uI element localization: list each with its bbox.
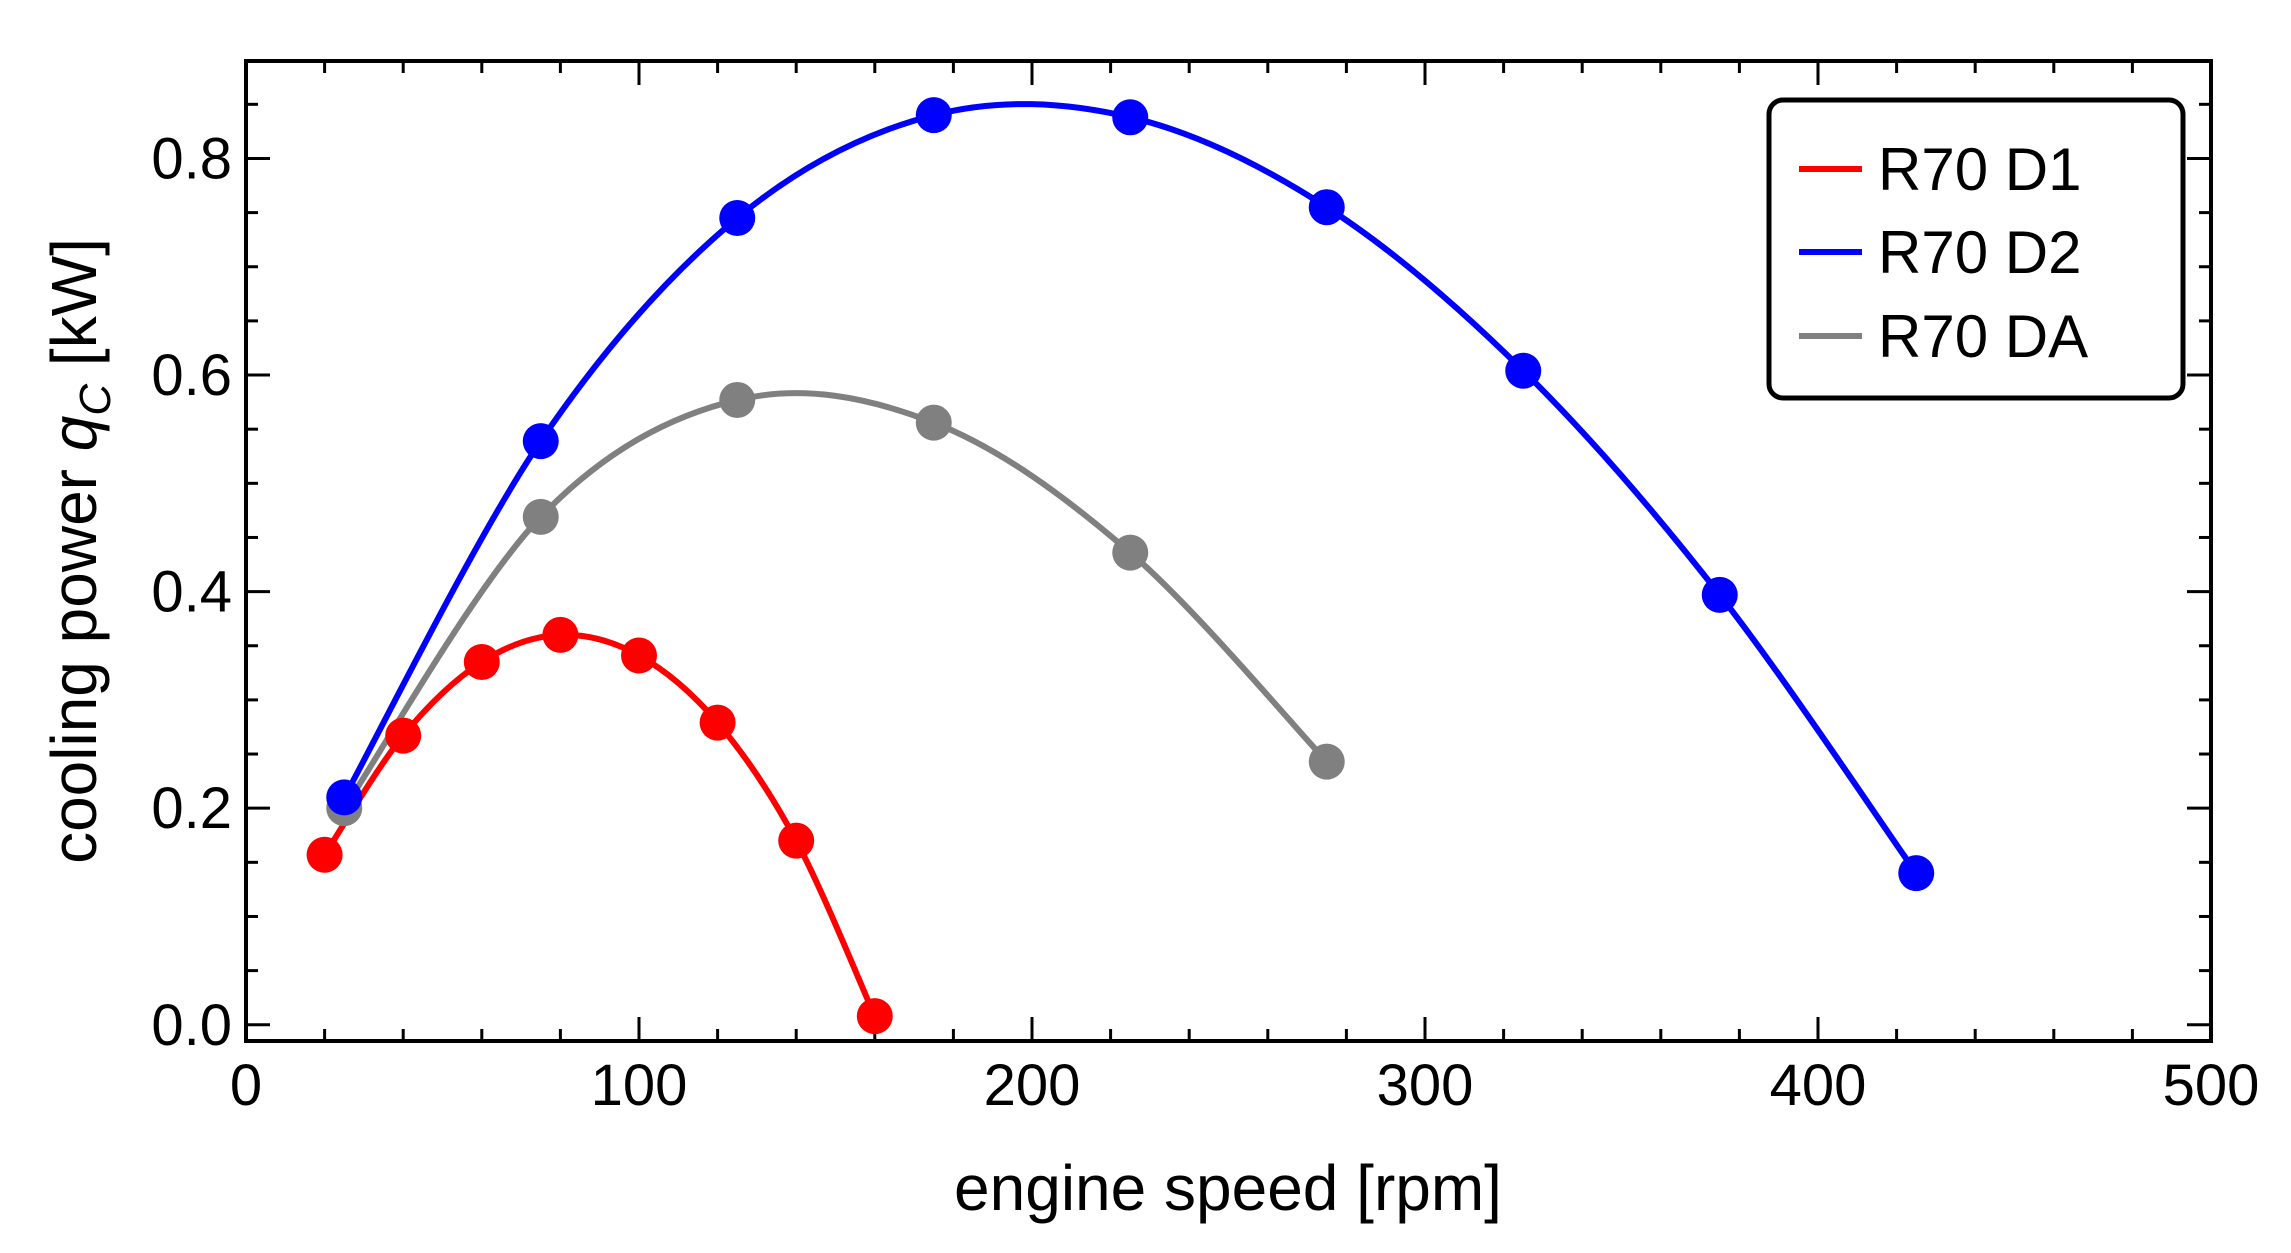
data-point-r70-d1: [699, 704, 736, 741]
y-tick-label: 0.8: [151, 126, 232, 191]
data-point-r70-da: [915, 404, 952, 441]
data-point-r70-d1: [385, 717, 422, 754]
data-point-r70-d2: [1701, 576, 1738, 613]
x-tick-label: 500: [2163, 1053, 2260, 1118]
data-point-r70-d1: [621, 637, 657, 674]
y-tick-label: 0.2: [151, 776, 232, 841]
y-tick-label: 0.6: [151, 343, 232, 408]
data-point-r70-da: [719, 381, 756, 418]
legend-label-r70-d2: R70 D2: [1878, 219, 2081, 286]
data-point-r70-d1: [542, 616, 579, 653]
x-tick-label: 400: [1770, 1053, 1867, 1118]
y-axis-title: cooling power qC [kW]: [38, 238, 120, 864]
data-point-r70-d1: [778, 822, 815, 859]
plot-frame: [244, 59, 2213, 1043]
data-point-r70-d2: [1112, 99, 1149, 136]
y-axis-title-subscript: C: [71, 383, 120, 416]
data-point-r70-d2: [326, 779, 363, 816]
data-point-r70-d1: [463, 643, 500, 680]
data-point-r70-da: [1112, 534, 1149, 571]
x-tick-label: 100: [591, 1053, 688, 1118]
legend-box: [1766, 97, 2186, 401]
data-point-r70-d2: [1308, 189, 1345, 226]
series-points: [306, 97, 1935, 1035]
legend: R70 D1 R70 D2 R70 DA: [1766, 97, 2186, 401]
data-point-r70-da: [522, 498, 559, 535]
x-axis-title: engine speed [rpm]: [954, 1152, 1502, 1224]
y-axis-title-symbol: q: [38, 415, 110, 451]
data-point-r70-da: [1308, 743, 1345, 780]
x-tick-label: 200: [984, 1053, 1081, 1118]
y-tick-label: 0.4: [151, 560, 232, 625]
y-axis-title-suffix: [kW]: [38, 238, 110, 384]
x-tick-label: 300: [1377, 1053, 1474, 1118]
legend-label-r70-da: R70 DA: [1878, 303, 2088, 370]
x-tick-label: 0: [230, 1053, 262, 1118]
series-line-r70-da: [341, 390, 1330, 812]
tick-labels: 0 100 200 300 400 500 0.0 0.2 0.4 0.6 0.8: [151, 126, 2259, 1118]
data-point-r70-d1: [306, 836, 343, 873]
data-point-r70-d1: [856, 998, 893, 1035]
data-point-r70-d2: [1505, 352, 1542, 389]
data-point-r70-d2: [522, 423, 559, 460]
data-point-r70-d2: [719, 200, 756, 237]
y-axis-title-prefix: cooling power: [38, 451, 110, 864]
data-point-r70-d2: [915, 97, 952, 134]
legend-label-r70-d1: R70 D1: [1878, 136, 2081, 203]
data-point-r70-d2: [1898, 855, 1935, 892]
y-tick-label: 0.0: [151, 993, 232, 1058]
